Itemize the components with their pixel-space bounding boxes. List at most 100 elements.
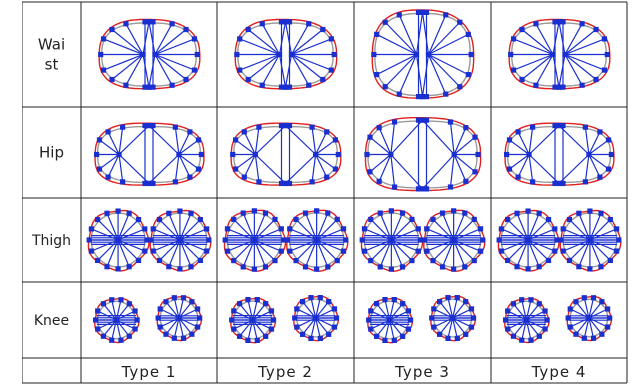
landmark-marker	[287, 226, 293, 232]
landmark-marker	[472, 169, 478, 175]
spoke-line	[558, 125, 590, 155]
landmark-marker	[361, 248, 368, 254]
spoke-line	[285, 154, 317, 184]
spoke-line	[453, 136, 476, 155]
landmark-marker	[115, 208, 121, 214]
spoke-line	[254, 125, 286, 155]
landmark-marker	[166, 264, 172, 270]
landmark-marker	[605, 137, 612, 143]
landmark-marker	[286, 180, 293, 187]
landmark-marker	[601, 67, 608, 73]
spoke-line	[527, 239, 549, 261]
row-label-waist: Wai	[38, 36, 65, 54]
landmark-marker	[504, 151, 510, 158]
landmark-marker	[382, 337, 388, 343]
landmark-marker	[272, 216, 278, 222]
landmark-marker	[105, 129, 111, 135]
landmark-marker	[510, 67, 517, 73]
spoke-line	[311, 154, 317, 182]
landmark-marker	[320, 76, 326, 83]
spoke-line	[148, 125, 180, 155]
landmark-marker	[237, 67, 243, 73]
spoke-line	[525, 299, 532, 321]
landmark-marker	[505, 308, 511, 314]
landmark-marker	[163, 299, 169, 305]
landmark-marker	[95, 216, 101, 223]
landmark-marker	[463, 331, 469, 337]
landmark-marker	[413, 51, 420, 58]
grid-lines	[22, 1, 628, 384]
spoke-line	[310, 297, 317, 319]
landmark-marker	[586, 151, 592, 158]
landmark-marker	[423, 186, 430, 192]
landmark-marker	[314, 208, 320, 214]
landmark-marker	[169, 82, 175, 88]
landmark-marker	[140, 51, 146, 58]
spoke-line	[316, 218, 338, 241]
landmark-marker	[573, 331, 579, 337]
landmark-marker	[506, 166, 513, 172]
spoke-line	[111, 299, 117, 321]
spoke-line	[433, 308, 453, 319]
spoke-line	[378, 127, 392, 155]
landmark-marker	[233, 137, 239, 143]
landmark-marker	[599, 331, 605, 337]
landmark-marker	[599, 299, 605, 305]
spoke-line	[252, 299, 258, 321]
spoke-line	[569, 239, 591, 261]
landmark-marker	[377, 264, 383, 270]
spoke-line	[159, 219, 181, 241]
landmark-marker	[241, 129, 247, 135]
landmark-marker	[134, 317, 140, 323]
landmark-marker	[325, 264, 331, 270]
spoke-line	[291, 29, 324, 55]
landmark-marker	[519, 337, 525, 343]
landmark-marker	[415, 248, 421, 254]
landmark-marker	[614, 248, 620, 254]
spoke-line	[125, 54, 144, 86]
spoke-line	[558, 21, 566, 55]
cell-thigh-type-3	[359, 208, 486, 272]
landmark-marker	[183, 76, 189, 83]
spoke-line	[564, 29, 597, 55]
spoke-line	[111, 29, 144, 55]
landmark-marker	[562, 51, 568, 58]
landmark-marker	[542, 326, 548, 332]
landmark-marker	[536, 264, 542, 270]
landmark-marker	[367, 169, 373, 175]
landmark-marker	[293, 216, 299, 222]
spoke-line	[174, 127, 180, 155]
landmark-marker	[598, 264, 604, 270]
landmark-marker	[530, 124, 536, 130]
spoke-line	[118, 125, 150, 155]
column-label-1: Type 1	[121, 363, 177, 381]
landmark-marker	[251, 266, 257, 272]
spoke-line	[584, 154, 590, 182]
landmark-marker	[156, 257, 163, 264]
landmark-marker	[480, 237, 486, 243]
spoke-line	[384, 21, 417, 55]
landmark-marker	[135, 257, 142, 264]
landmark-marker	[280, 237, 287, 243]
cell-hip-type-4	[504, 122, 615, 187]
spoke-line	[315, 131, 328, 155]
spoke-line	[588, 308, 608, 319]
landmark-marker	[581, 335, 587, 341]
landmark-marker	[468, 306, 475, 312]
landmark-marker	[382, 19, 388, 25]
landmark-marker	[326, 299, 332, 305]
spoke-line	[178, 131, 191, 155]
landmark-marker	[463, 299, 469, 305]
landmark-marker	[237, 36, 243, 42]
column-label-4: Type 4	[531, 363, 587, 381]
landmark-marker	[373, 333, 380, 339]
landmark-marker	[505, 326, 511, 332]
landmark-marker	[447, 119, 454, 125]
spoke-line	[389, 299, 395, 321]
landmark-marker	[560, 248, 566, 254]
landmark-marker	[374, 31, 380, 37]
landmark-marker	[188, 264, 194, 270]
landmark-marker	[364, 151, 370, 158]
spoke-line	[513, 53, 554, 71]
landmark-marker	[376, 178, 382, 184]
